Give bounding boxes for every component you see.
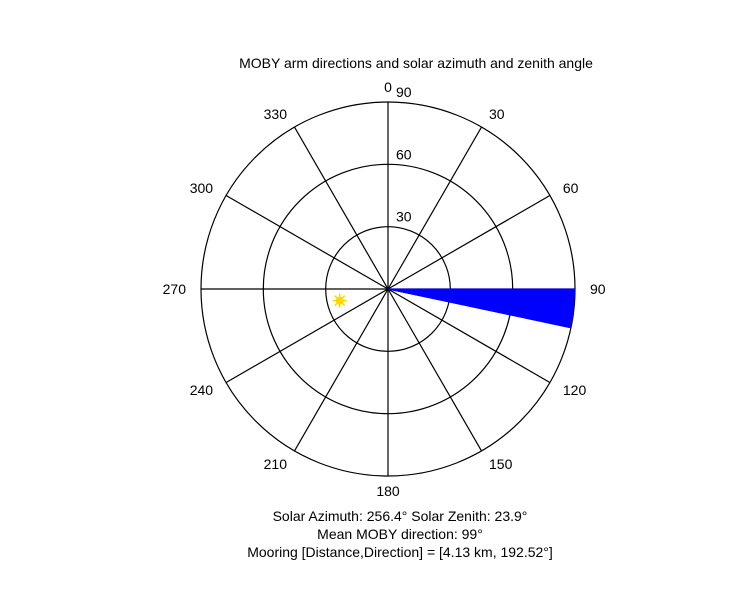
spoke-30 bbox=[387, 126, 483, 290]
angle-label-330: 330 bbox=[264, 106, 288, 122]
angle-label-120: 120 bbox=[563, 382, 587, 398]
mooring-info-line: Mooring [Distance,Direction] = [4.13 km,… bbox=[247, 544, 553, 560]
spoke-210 bbox=[293, 288, 389, 452]
spoke-120 bbox=[387, 288, 551, 384]
arm-direction-line bbox=[387, 288, 572, 329]
spoke-330 bbox=[293, 126, 389, 290]
spoke-240 bbox=[225, 288, 389, 384]
axis-labels: 0 30 60 90 120 150 180 210 240 270 300 330 30 60 90 bbox=[163, 79, 606, 499]
angle-label-30: 30 bbox=[489, 106, 505, 122]
radius-label-30: 30 bbox=[396, 209, 412, 225]
spoke-300 bbox=[225, 194, 389, 290]
angle-label-180: 180 bbox=[376, 483, 400, 499]
angle-label-150: 150 bbox=[489, 456, 513, 472]
radius-label-90: 90 bbox=[396, 84, 412, 100]
spoke-150 bbox=[387, 288, 483, 452]
angle-label-210: 210 bbox=[264, 456, 288, 472]
spoke-60 bbox=[387, 194, 551, 290]
radius-label-60: 60 bbox=[396, 146, 412, 162]
angle-label-270: 270 bbox=[163, 281, 187, 297]
angle-label-60: 60 bbox=[563, 180, 579, 196]
angle-label-90: 90 bbox=[590, 281, 606, 297]
moby-arm-directions bbox=[387, 288, 576, 329]
solar-info-line: Solar Azimuth: 256.4° Solar Zenith: 23.9… bbox=[272, 508, 528, 524]
angle-label-300: 300 bbox=[190, 180, 214, 196]
sun-marker-dot bbox=[335, 296, 344, 305]
chart-title: MOBY arm directions and solar azimuth an… bbox=[239, 55, 593, 71]
sun-marker bbox=[332, 293, 347, 308]
angle-label-0: 0 bbox=[384, 79, 392, 95]
angle-label-240: 240 bbox=[190, 382, 214, 398]
moby-direction-line: Mean MOBY direction: 99° bbox=[317, 526, 483, 542]
